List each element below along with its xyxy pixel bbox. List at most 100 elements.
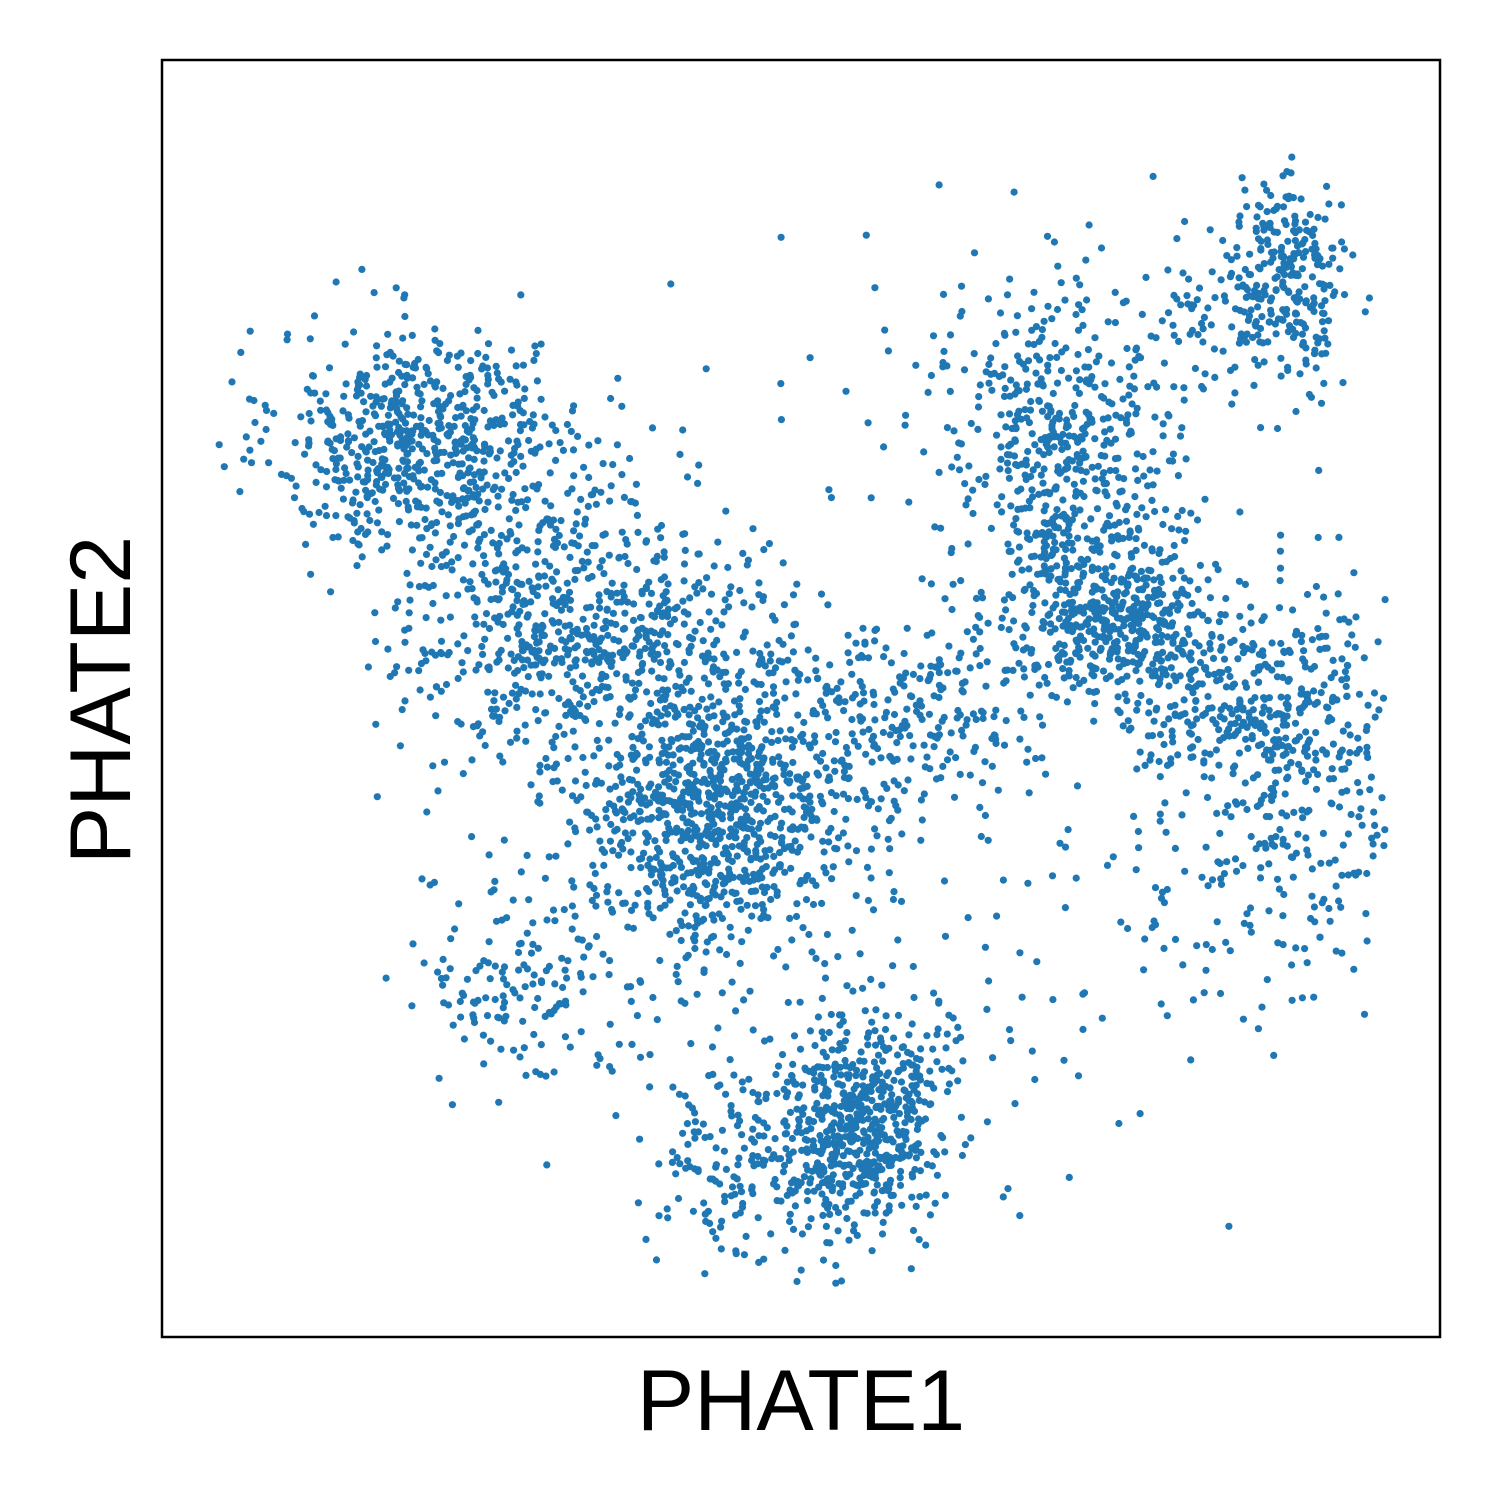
scatter-point [332,511,340,520]
scatter-point [749,525,757,533]
scatter-point [751,1113,760,1122]
scatter-point [516,994,524,1002]
scatter-point [754,1097,762,1106]
scatter-point [560,543,568,551]
scatter-point [1208,704,1216,712]
scatter-point [1145,666,1153,674]
scatter-point [489,486,497,494]
scatter-point [894,1011,903,1020]
scatter-point [324,418,332,426]
scatter-point [379,422,387,430]
scatter-point [1106,623,1114,631]
scatter-point [890,1076,898,1084]
scatter-point [454,497,462,505]
scatter-point [617,754,625,762]
scatter-point [1130,594,1138,602]
scatter-point [575,700,584,708]
scatter-point [1283,712,1291,720]
scatter-point [496,713,504,721]
scatter-point [1044,302,1052,310]
scatter-point [1031,662,1039,670]
scatter-point [459,576,467,584]
scatter-point [712,1234,720,1242]
scatter-point [733,725,741,733]
scatter-point [1247,619,1255,627]
scatter-point [749,870,758,878]
scatter-point [767,650,775,658]
scatter-point [909,670,918,679]
scatter-point [466,478,474,486]
scatter-point [1371,713,1379,721]
scatter-point [723,901,731,909]
scatter-point [509,490,517,499]
scatter-point [1026,691,1034,699]
scatter-point [1035,396,1043,404]
scatter-point [583,548,591,556]
scatter-point [677,936,685,945]
scatter-point [600,848,609,857]
scatter-point [987,370,995,378]
scatter-point [927,371,936,380]
scatter-point [804,1187,812,1196]
scatter-point [1131,465,1140,473]
scatter-point [977,588,985,597]
scatter-point [559,983,567,992]
scatter-point [1343,692,1351,701]
scatter-point [597,488,605,496]
scatter-point [1178,585,1186,594]
scatter-point [1181,537,1189,545]
scatter-point [1102,570,1110,578]
scatter-point [382,974,390,982]
scatter-point [895,1110,904,1118]
scatter-point [373,519,381,527]
scatter-point [409,940,417,948]
scatter-point [817,1071,825,1079]
scatter-point [1355,813,1363,821]
scatter-point [519,1017,527,1025]
scatter-point [1167,755,1175,763]
scatter-point [966,664,974,672]
scatter-point [1198,611,1207,619]
scatter-point [901,421,909,429]
scatter-point [344,513,352,521]
scatter-point [422,657,430,665]
scatter-point [876,1034,885,1042]
scatter-point [515,690,523,698]
scatter-point [513,381,521,389]
scatter-point [694,714,702,722]
scatter-point [684,869,692,877]
scatter-point [1180,396,1188,404]
scatter-point [983,658,991,666]
scatter-point [590,752,598,760]
scatter-point [856,713,864,721]
scatter-point [537,657,545,665]
scatter-point [507,460,515,468]
scatter-point [497,531,505,540]
scatter-point [668,738,676,746]
scatter-point [1063,698,1071,706]
scatter-point [283,336,291,344]
scatter-point [570,402,578,410]
scatter-point [510,444,519,453]
scatter-point [508,411,517,419]
scatter-point [845,858,853,866]
scatter-point [1239,799,1247,807]
scatter-point [618,838,626,847]
scatter-point [709,889,717,897]
scatter-point [578,672,587,680]
scatter-point [705,713,713,722]
scatter-point [622,536,630,544]
scatter-point [884,1187,892,1195]
scatter-point [710,641,718,649]
scatter-point [699,585,707,593]
scatter-point [465,454,473,462]
scatter-point [812,654,820,662]
scatter-point [354,382,362,390]
scatter-point [569,446,578,454]
scatter-point [916,711,924,719]
scatter-point [447,451,455,459]
scatter-point [661,704,669,713]
scatter-point [1364,753,1372,762]
scatter-point [1003,291,1012,299]
scatter-point [479,1031,487,1039]
